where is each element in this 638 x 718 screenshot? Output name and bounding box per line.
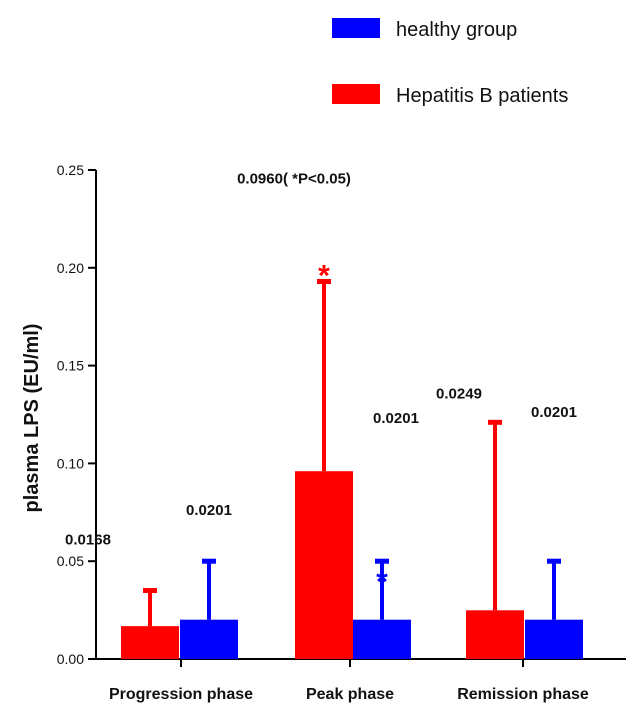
y-tick-label: 0.10	[57, 455, 84, 471]
y-axis-ticks: 0.00 0.05 0.10 0.15 0.20 0.25	[57, 162, 96, 667]
bar-hepatitis-b-patients-progression-phase	[121, 626, 179, 659]
y-tick-label: 0.25	[57, 162, 84, 178]
value-label-hepatitis-b-patients-progression-phase: 0.0168	[65, 532, 111, 549]
y-axis-title: plasma LPS (EU/ml)	[21, 324, 43, 513]
x-tick-label-progression-phase: Progression phase	[109, 686, 253, 703]
legend-item-hepatitis-b-patients: Hepatitis B patients	[332, 84, 568, 107]
x-tick-label-remission-phase: Remission phase	[457, 686, 589, 703]
value-labels: 0.0168 0.0201 0.0960( *P<0.05) * 0.0201 * 0.02…	[65, 170, 577, 598]
y-tick-label: 0.05	[57, 553, 84, 569]
bar-healthy-group-remission-phase	[525, 619, 583, 659]
bar-healthy-group-peak-phase	[353, 619, 411, 659]
error-bars	[143, 278, 561, 627]
legend-item-healthy-group: healthy group	[332, 18, 517, 41]
x-tick-label-peak-phase: Peak phase	[306, 686, 394, 703]
value-label-healthy-group-progression-phase: 0.0201	[186, 502, 232, 519]
value-label-hepatitis-b-patients-remission-phase: 0.0249	[436, 385, 482, 402]
y-tick-label: 0.15	[57, 358, 84, 374]
bar-healthy-group-progression-phase	[180, 619, 238, 659]
value-label-healthy-group-remission-phase: 0.0201	[531, 404, 577, 421]
y-tick-label: 0.00	[57, 651, 84, 667]
value-label-hepatitis-b-patients-peak-phase: 0.0960( *P<0.05)	[237, 170, 351, 187]
y-tick-label: 0.20	[57, 260, 84, 276]
bars	[121, 471, 583, 659]
legend-swatch-healthy-group	[332, 18, 380, 38]
legend-label-hepatitis-b-patients: Hepatitis B patients	[396, 85, 568, 107]
bar-hepatitis-b-patients-peak-phase	[295, 471, 353, 659]
bar-hepatitis-b-patients-remission-phase	[466, 610, 524, 659]
significance-star-healthy-group-peak-phase: *	[376, 566, 388, 599]
significance-star-hepatitis-b-patients-peak-phase: *	[318, 259, 330, 292]
legend-label-healthy-group: healthy group	[396, 19, 517, 41]
x-axis-labels: Progression phase Peak phase Remission pha…	[109, 659, 589, 703]
value-label-healthy-group-peak-phase: 0.0201	[373, 410, 419, 427]
legend-swatch-hepatitis-b-patients	[332, 84, 380, 104]
legend: healthy group Hepatitis B patients	[332, 18, 568, 107]
